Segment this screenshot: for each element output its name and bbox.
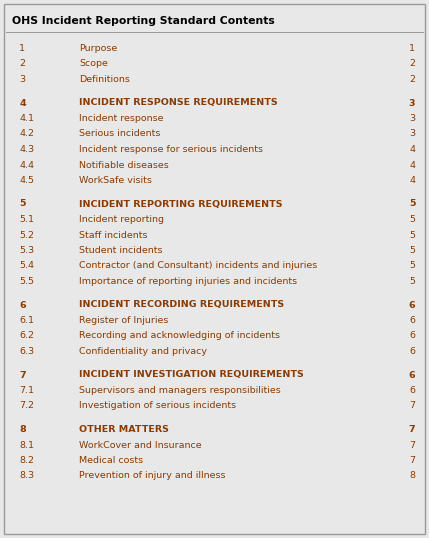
Text: 5.3: 5.3 — [19, 246, 34, 255]
Text: 8.3: 8.3 — [19, 471, 34, 480]
Text: 6.1: 6.1 — [19, 316, 34, 325]
Text: 5: 5 — [409, 230, 415, 239]
FancyBboxPatch shape — [4, 4, 425, 534]
Text: 6: 6 — [19, 301, 26, 309]
Text: 5: 5 — [409, 261, 415, 271]
Text: 7: 7 — [409, 425, 415, 434]
Text: 6: 6 — [409, 316, 415, 325]
Text: 6: 6 — [409, 301, 415, 309]
Text: 4.1: 4.1 — [19, 114, 34, 123]
Text: 5: 5 — [409, 200, 415, 209]
Text: WorkCover and Insurance: WorkCover and Insurance — [79, 441, 202, 450]
Text: 8.2: 8.2 — [19, 456, 34, 465]
Text: 2: 2 — [19, 60, 25, 68]
Text: 3: 3 — [409, 130, 415, 138]
Text: 1: 1 — [409, 44, 415, 53]
Text: Confidentiality and privacy: Confidentiality and privacy — [79, 347, 207, 356]
Text: 4: 4 — [409, 145, 415, 154]
Text: 7.2: 7.2 — [19, 401, 34, 410]
Text: 3: 3 — [409, 98, 415, 108]
Text: 5: 5 — [409, 215, 415, 224]
Text: 6: 6 — [409, 331, 415, 341]
Text: Recording and acknowledging of incidents: Recording and acknowledging of incidents — [79, 331, 281, 341]
Text: 4: 4 — [19, 98, 26, 108]
Text: 6.2: 6.2 — [19, 331, 34, 341]
Text: 6: 6 — [409, 347, 415, 356]
Text: 6: 6 — [409, 386, 415, 395]
Text: WorkSafe visits: WorkSafe visits — [79, 176, 152, 185]
Text: Register of Injuries: Register of Injuries — [79, 316, 169, 325]
Text: 4.3: 4.3 — [19, 145, 34, 154]
Text: 5: 5 — [409, 246, 415, 255]
Text: Incident response for serious incidents: Incident response for serious incidents — [79, 145, 263, 154]
Text: 5: 5 — [19, 200, 26, 209]
Text: 5: 5 — [409, 277, 415, 286]
Text: Incident reporting: Incident reporting — [79, 215, 164, 224]
Text: INCIDENT RECORDING REQUIREMENTS: INCIDENT RECORDING REQUIREMENTS — [79, 301, 284, 309]
Text: INCIDENT INVESTIGATION REQUIREMENTS: INCIDENT INVESTIGATION REQUIREMENTS — [79, 371, 304, 379]
Text: Staff incidents: Staff incidents — [79, 230, 148, 239]
Text: OTHER MATTERS: OTHER MATTERS — [79, 425, 169, 434]
Text: 8: 8 — [19, 425, 26, 434]
Text: INCIDENT RESPONSE REQUIREMENTS: INCIDENT RESPONSE REQUIREMENTS — [79, 98, 278, 108]
Text: Investigation of serious incidents: Investigation of serious incidents — [79, 401, 236, 410]
Text: 8: 8 — [409, 471, 415, 480]
Text: 5.1: 5.1 — [19, 215, 34, 224]
Text: Importance of reporting injuries and incidents: Importance of reporting injuries and inc… — [79, 277, 297, 286]
Text: 7: 7 — [409, 441, 415, 450]
Text: 5.2: 5.2 — [19, 230, 34, 239]
Text: Purpose: Purpose — [79, 44, 118, 53]
Text: 8.1: 8.1 — [19, 441, 34, 450]
Text: 6.3: 6.3 — [19, 347, 34, 356]
Text: Medical costs: Medical costs — [79, 456, 143, 465]
Text: 3: 3 — [19, 75, 25, 84]
Text: 4.2: 4.2 — [19, 130, 34, 138]
Text: OHS Incident Reporting Standard Contents: OHS Incident Reporting Standard Contents — [12, 16, 275, 26]
Text: 7.1: 7.1 — [19, 386, 34, 395]
Text: 7: 7 — [409, 456, 415, 465]
Text: Student incidents: Student incidents — [79, 246, 163, 255]
Text: Prevention of injury and illness: Prevention of injury and illness — [79, 471, 226, 480]
Text: 4: 4 — [409, 176, 415, 185]
Text: 1: 1 — [19, 44, 25, 53]
Text: Supervisors and managers responsibilities: Supervisors and managers responsibilitie… — [79, 386, 281, 395]
Text: Scope: Scope — [79, 60, 108, 68]
Text: 4.5: 4.5 — [19, 176, 34, 185]
Text: 3: 3 — [409, 114, 415, 123]
Text: 4.4: 4.4 — [19, 160, 34, 169]
Text: 6: 6 — [409, 371, 415, 379]
Text: Definitions: Definitions — [79, 75, 130, 84]
Text: 4: 4 — [409, 160, 415, 169]
Text: Serious incidents: Serious incidents — [79, 130, 161, 138]
Text: 5.4: 5.4 — [19, 261, 34, 271]
Text: INCIDENT REPORTING REQUIREMENTS: INCIDENT REPORTING REQUIREMENTS — [79, 200, 283, 209]
Text: 5.5: 5.5 — [19, 277, 34, 286]
Text: 2: 2 — [409, 60, 415, 68]
Text: Notifiable diseases: Notifiable diseases — [79, 160, 169, 169]
Text: 2: 2 — [409, 75, 415, 84]
Text: Incident response: Incident response — [79, 114, 164, 123]
Text: 7: 7 — [409, 401, 415, 410]
Text: 7: 7 — [19, 371, 26, 379]
Text: Contractor (and Consultant) incidents and injuries: Contractor (and Consultant) incidents an… — [79, 261, 317, 271]
